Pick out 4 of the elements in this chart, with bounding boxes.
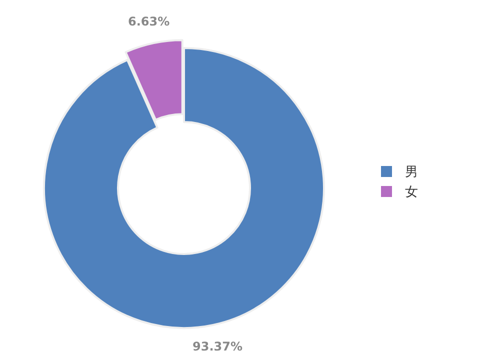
data-label: 6.63% — [128, 14, 170, 29]
data-label: 93.37% — [192, 340, 242, 354]
legend-label: 女 — [405, 185, 418, 200]
legend-label: 男 — [405, 165, 418, 180]
